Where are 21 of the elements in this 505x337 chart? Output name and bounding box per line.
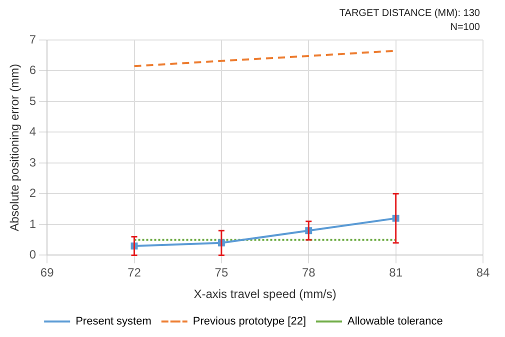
legend-label: Previous prototype [22] [192,316,306,328]
text: TARGET DISTANCE (MM): 130 [339,8,480,19]
x-tick-label: 69 [40,266,54,280]
x-tick-label: 84 [476,266,490,280]
y-tick-label: 7 [29,32,36,46]
y-tick-label: 5 [29,94,36,108]
legend-label: Allowable tolerance [348,316,443,328]
x-tick-label: 72 [128,266,142,280]
text: N=100 [450,22,480,33]
y-axis-title: Absolute positioning error (mm) [8,64,22,232]
y-tick-label: 1 [29,216,36,231]
y-tick-label: 2 [29,186,36,200]
y-tick-label: 4 [29,124,36,139]
legend-label: Present system [76,316,152,328]
y-tick-label: 3 [29,155,36,170]
x-tick-label: 81 [389,266,403,280]
y-tick-label: 6 [29,63,36,78]
x-tick-label: 78 [302,266,316,280]
x-tick-label: 75 [214,266,228,280]
y-tick-label: 0 [29,248,36,262]
x-axis-title: X-axis travel speed (mm/s) [194,287,336,302]
